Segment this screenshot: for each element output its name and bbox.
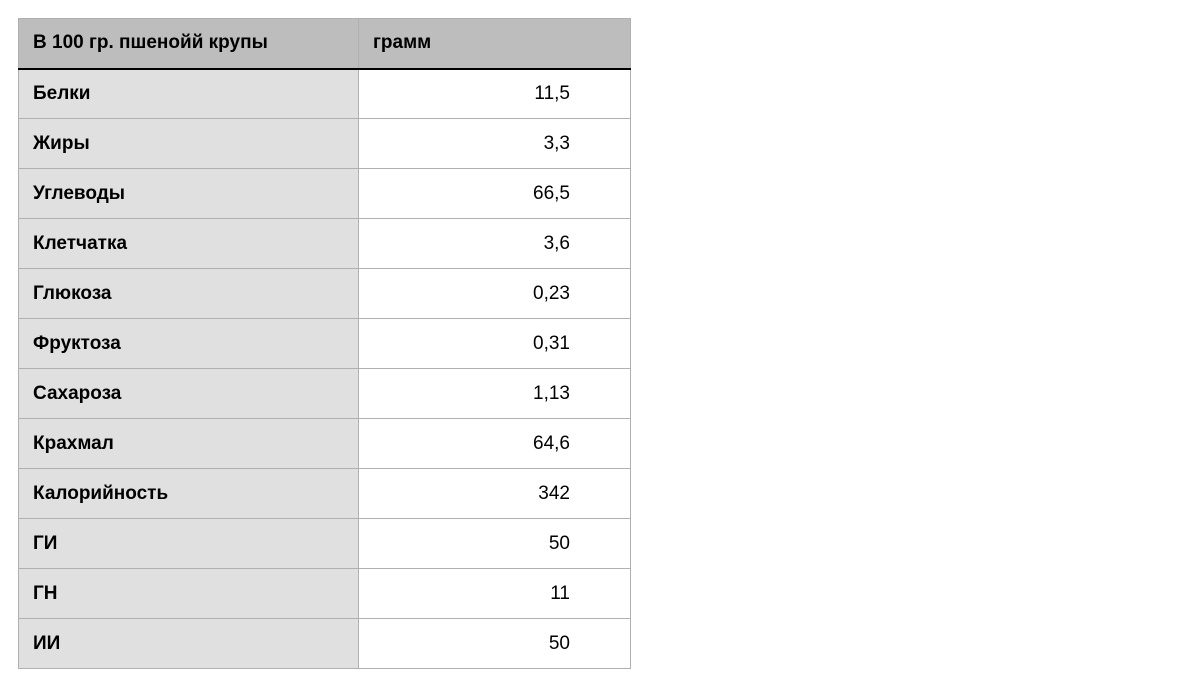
nutrient-value: 11 [359, 569, 631, 619]
nutrient-label: ГН [19, 569, 359, 619]
nutrient-label: Углеводы [19, 169, 359, 219]
nutrient-label: ИИ [19, 619, 359, 669]
table-row: Калорийность 342 [19, 469, 631, 519]
table-row: Клетчатка 3,6 [19, 219, 631, 269]
nutrition-table: В 100 гр. пшенойй крупы грамм Белки 11,5… [18, 18, 631, 669]
table-row: ИИ 50 [19, 619, 631, 669]
table-row: Жиры 3,3 [19, 119, 631, 169]
nutrient-label: Глюкоза [19, 269, 359, 319]
table-row: Крахмал 64,6 [19, 419, 631, 469]
table-row: Сахароза 1,13 [19, 369, 631, 419]
nutrient-value: 0,23 [359, 269, 631, 319]
table-row: Глюкоза 0,23 [19, 269, 631, 319]
header-label-column: В 100 гр. пшенойй крупы [19, 19, 359, 69]
nutrient-value: 64,6 [359, 419, 631, 469]
table-header-row: В 100 гр. пшенойй крупы грамм [19, 19, 631, 69]
nutrient-value: 66,5 [359, 169, 631, 219]
nutrient-label: Фруктоза [19, 319, 359, 369]
header-value-column: грамм [359, 19, 631, 69]
nutrient-label: Жиры [19, 119, 359, 169]
table-row: Углеводы 66,5 [19, 169, 631, 219]
nutrient-value: 1,13 [359, 369, 631, 419]
table-row: Фруктоза 0,31 [19, 319, 631, 369]
nutrient-label: Калорийность [19, 469, 359, 519]
table-row: ГН 11 [19, 569, 631, 619]
table-row: ГИ 50 [19, 519, 631, 569]
nutrient-value: 3,6 [359, 219, 631, 269]
nutrient-value: 50 [359, 519, 631, 569]
nutrient-label: Сахароза [19, 369, 359, 419]
nutrient-value: 50 [359, 619, 631, 669]
nutrient-label: Крахмал [19, 419, 359, 469]
nutrient-value: 11,5 [359, 69, 631, 119]
table-row: Белки 11,5 [19, 69, 631, 119]
nutrient-label: Белки [19, 69, 359, 119]
nutrient-value: 3,3 [359, 119, 631, 169]
nutrient-label: ГИ [19, 519, 359, 569]
nutrient-label: Клетчатка [19, 219, 359, 269]
nutrient-value: 342 [359, 469, 631, 519]
nutrient-value: 0,31 [359, 319, 631, 369]
